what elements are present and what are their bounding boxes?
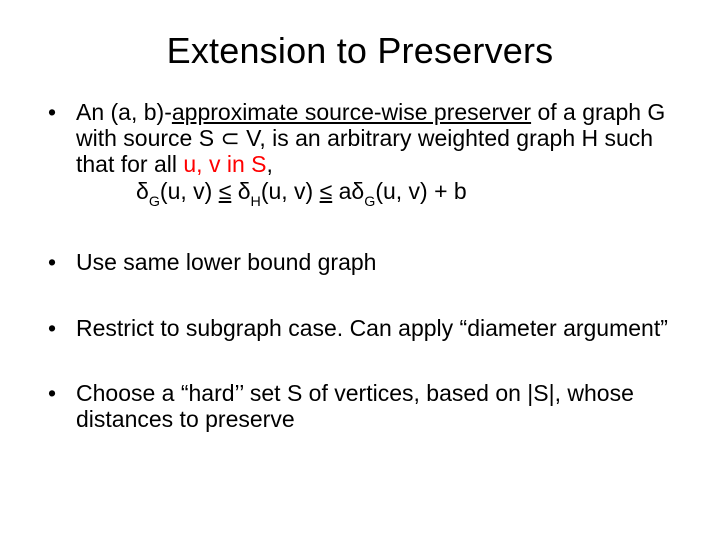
slide-title: Extension to Preservers: [40, 30, 680, 72]
b1-red-uvS: u, v in S: [183, 151, 266, 177]
b1-text-pre: An (a, b)-: [76, 99, 172, 125]
b2-text: Use same lower bound graph: [76, 249, 376, 275]
bullet-list: An (a, b)-approximate source-wise preser…: [40, 100, 680, 433]
sub-G-1: G: [149, 194, 160, 210]
delta-3: δ: [351, 178, 364, 204]
bullet-3: Restrict to subgraph case. Can apply “di…: [40, 316, 680, 342]
b1-comma: ,: [267, 151, 273, 177]
uv-2: (u, v): [261, 178, 320, 204]
b3-text: Restrict to subgraph case. Can apply “di…: [76, 315, 668, 341]
sub-H: H: [251, 194, 261, 210]
le-2: ≤: [320, 178, 333, 204]
a-coef: a: [332, 178, 351, 204]
uv-plus-b: (u, v) + b: [375, 178, 466, 204]
bullet-2: Use same lower bound graph: [40, 250, 680, 276]
delta-2: δ: [238, 178, 251, 204]
delta-1: δ: [136, 178, 149, 204]
b1-underlined-term: approximate source-wise preserver: [172, 99, 531, 125]
sub-G-2: G: [364, 194, 375, 210]
b1-formula: δG(u, v) ≤ δH(u, v) ≤ aδG(u, v) + b: [76, 179, 680, 210]
uv-1: (u, v): [160, 178, 219, 204]
slide: Extension to Preservers An (a, b)-approx…: [0, 0, 720, 540]
le-1: ≤: [219, 178, 232, 204]
b4-text: Choose a “hard’’ set S of vertices, base…: [76, 380, 634, 432]
bullet-1: An (a, b)-approximate source-wise preser…: [40, 100, 680, 210]
bullet-4: Choose a “hard’’ set S of vertices, base…: [40, 381, 680, 433]
